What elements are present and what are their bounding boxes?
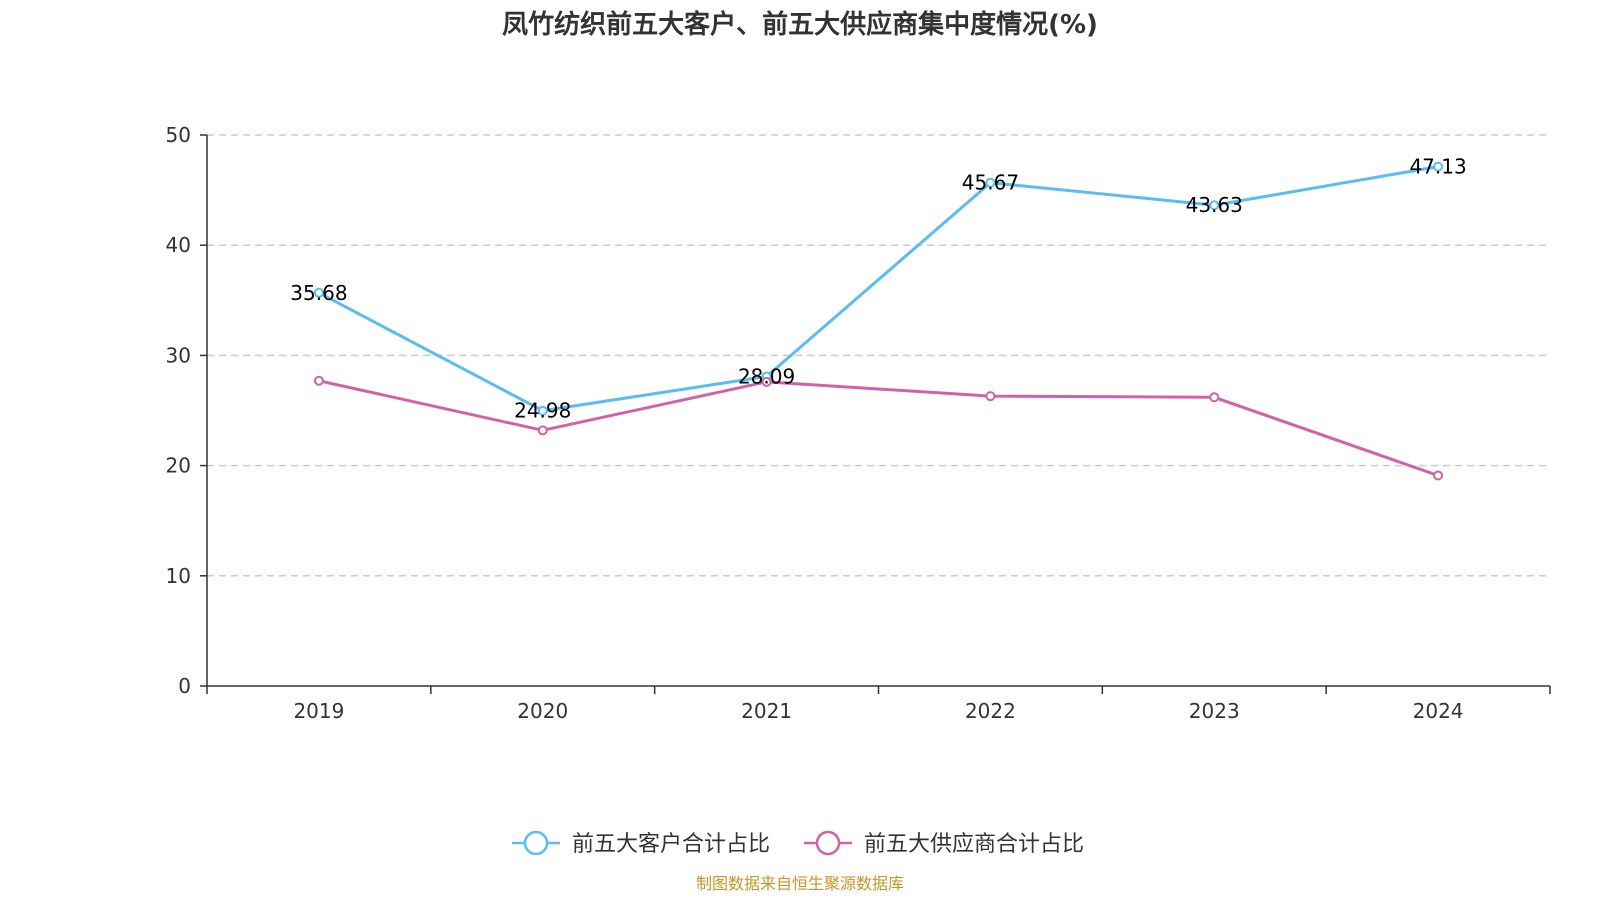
data-label: 24.98 bbox=[514, 399, 571, 423]
data-point bbox=[985, 177, 996, 188]
data-label: 47.13 bbox=[1409, 155, 1466, 179]
data-point bbox=[537, 405, 548, 416]
grid-lines bbox=[207, 134, 1550, 577]
y-tick-label: 40 bbox=[166, 233, 191, 257]
data-label: 43.63 bbox=[1186, 193, 1243, 217]
y-tick-label: 0 bbox=[178, 674, 191, 698]
series-lines bbox=[313, 161, 1444, 481]
data-point bbox=[313, 287, 324, 298]
x-tick-label: 2022 bbox=[965, 699, 1016, 723]
data-label: 28.09 bbox=[738, 364, 795, 388]
data-point bbox=[761, 376, 772, 387]
x-tick-label: 2024 bbox=[1413, 699, 1464, 723]
x-tick-label: 2023 bbox=[1189, 699, 1240, 723]
data-label: 35.68 bbox=[290, 281, 347, 305]
legend-marker-1 bbox=[815, 830, 841, 856]
data-point bbox=[1433, 161, 1444, 172]
series-line-0 bbox=[318, 165, 1439, 413]
x-tick-label: 2019 bbox=[293, 699, 344, 723]
x-tick-label: 2021 bbox=[741, 699, 792, 723]
legend-label-0: 前五大客户合计占比 bbox=[572, 832, 770, 857]
data-point bbox=[1433, 470, 1444, 481]
data-labels: 35.68 24.98 28.09 45.67 43.63 47.13 bbox=[290, 155, 1466, 423]
x-tick-label: 2020 bbox=[517, 699, 568, 723]
data-label: 45.67 bbox=[962, 171, 1019, 195]
legend-label-1: 前五大供应商合计占比 bbox=[864, 832, 1084, 857]
legend-marker-0 bbox=[523, 830, 549, 856]
y-tick-label: 50 bbox=[166, 123, 191, 147]
data-point bbox=[985, 391, 996, 402]
y-tick-label: 30 bbox=[166, 343, 191, 367]
chart-title: 凤竹纺织前五大客户、前五大供应商集中度情况(%) bbox=[502, 10, 1098, 40]
axes: 0 10 20 30 40 50 2019 2020 2021 2022 2023 2024 bbox=[166, 123, 1551, 723]
data-point bbox=[1209, 392, 1220, 403]
y-tick-label: 10 bbox=[166, 564, 191, 588]
source-note: 制图数据来自恒生聚源数据库 bbox=[695, 874, 904, 893]
legend[interactable]: 前五大客户合计占比 前五大供应商合计占比 bbox=[512, 830, 1084, 857]
y-tick-label: 20 bbox=[166, 454, 191, 478]
series-line-1 bbox=[318, 379, 1439, 477]
data-point bbox=[1209, 200, 1220, 211]
data-point bbox=[313, 375, 324, 386]
data-point bbox=[537, 425, 548, 436]
